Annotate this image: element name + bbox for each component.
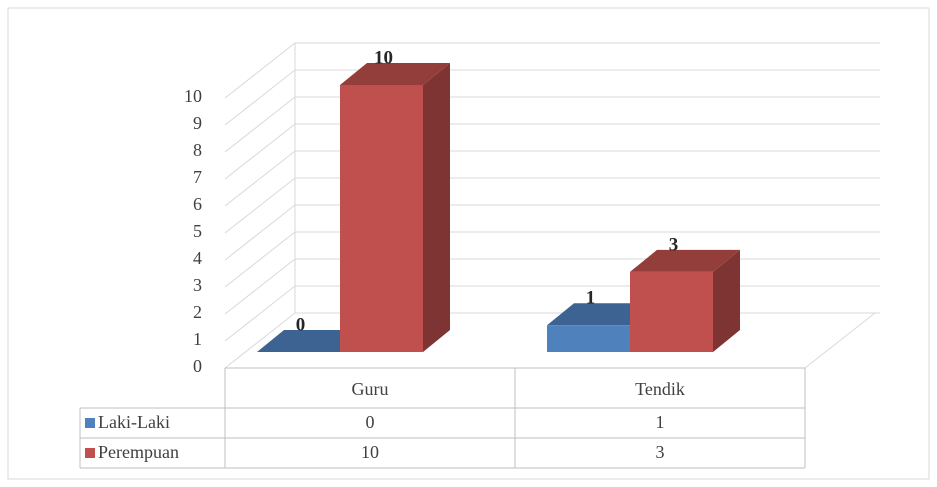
y-tick-label: 4 — [193, 248, 202, 268]
x-tick-label: Tendik — [635, 379, 685, 399]
grid-line — [224, 204, 880, 261]
data-label: 1 — [586, 288, 596, 309]
grid-line — [224, 177, 880, 234]
table-value: 0 — [366, 412, 375, 432]
y-tick-label: 6 — [193, 194, 202, 214]
table-value: 10 — [361, 442, 379, 462]
bar — [340, 85, 423, 352]
grid-line — [224, 96, 880, 153]
grid-line — [224, 42, 880, 99]
y-tick-label: 7 — [193, 167, 202, 187]
bar — [547, 325, 630, 352]
y-tick-label: 0 — [193, 356, 202, 376]
grid-line — [224, 123, 880, 180]
legend-label: Perempuan — [98, 442, 179, 462]
bar-side — [713, 249, 740, 352]
table-value: 3 — [656, 442, 665, 462]
grid-line — [224, 231, 880, 288]
bar-top — [257, 330, 367, 352]
y-tick-label: 9 — [193, 113, 202, 133]
y-tick-label: 10 — [184, 86, 202, 106]
bar — [630, 271, 713, 352]
data-label: 10 — [374, 47, 393, 68]
y-tick-label: 2 — [193, 302, 202, 322]
bar-top — [547, 303, 657, 326]
bar-top — [340, 63, 450, 85]
legend-swatch — [85, 418, 95, 428]
data-label: 3 — [669, 234, 679, 255]
grid-line — [224, 150, 880, 207]
table-value: 1 — [656, 412, 665, 432]
y-tick-label: 3 — [193, 275, 202, 295]
y-tick-label: 8 — [193, 140, 202, 160]
grid-line — [224, 69, 880, 126]
chart-border — [7, 7, 930, 480]
x-tick-label: Guru — [352, 379, 389, 399]
legend-label: Laki-Laki — [98, 412, 170, 432]
data-label: 0 — [296, 314, 306, 335]
legend-swatch — [85, 448, 95, 458]
bar-side — [423, 63, 450, 352]
y-tick-label: 5 — [193, 221, 202, 241]
floor-edge — [804, 312, 876, 369]
bar-top — [630, 249, 740, 272]
y-tick-label: 1 — [193, 329, 202, 349]
